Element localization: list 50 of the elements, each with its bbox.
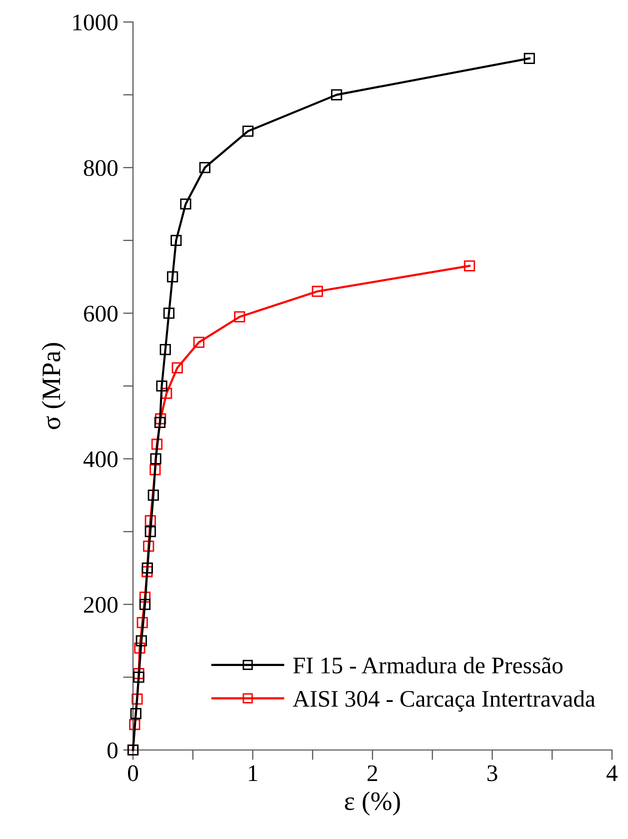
point bbox=[143, 540, 154, 552]
x-axis-title: ε (%) bbox=[344, 792, 400, 816]
y-tick-label: 800 bbox=[84, 160, 118, 176]
point bbox=[150, 464, 161, 476]
point bbox=[331, 89, 342, 100]
point bbox=[139, 598, 151, 610]
point bbox=[130, 708, 142, 720]
point bbox=[154, 413, 166, 424]
point bbox=[156, 380, 168, 392]
y-tick-label: 600 bbox=[84, 306, 118, 322]
point bbox=[136, 617, 148, 628]
point bbox=[142, 562, 153, 574]
point bbox=[193, 336, 204, 348]
y-tick-label: 200 bbox=[84, 596, 118, 613]
point bbox=[166, 271, 178, 282]
x-tick-label: 0 bbox=[128, 765, 138, 782]
x-tick-label: 4 bbox=[606, 765, 618, 781]
point bbox=[172, 362, 183, 374]
point bbox=[199, 162, 210, 174]
point bbox=[464, 260, 476, 272]
x-tick-label: 1 bbox=[248, 765, 258, 781]
y-tick-label: 0 bbox=[108, 742, 118, 758]
point bbox=[144, 515, 156, 526]
legend-label: FI 15 - Armadura de Pressão bbox=[293, 656, 563, 674]
y-tick-label: 1000 bbox=[73, 14, 118, 30]
x-tick-label: 2 bbox=[368, 765, 378, 781]
point bbox=[139, 592, 151, 603]
y-tick-label: 400 bbox=[83, 451, 118, 468]
point bbox=[180, 198, 192, 210]
point bbox=[136, 635, 147, 646]
point bbox=[163, 308, 174, 319]
y-axis-title: σ (MPa) bbox=[42, 343, 66, 430]
point bbox=[154, 416, 166, 428]
point bbox=[132, 693, 143, 705]
point bbox=[148, 490, 159, 501]
point bbox=[234, 311, 246, 322]
point bbox=[150, 453, 162, 464]
point bbox=[524, 52, 535, 64]
legend-label: AISI 304 - Carcaça Intertravada bbox=[292, 690, 596, 712]
point bbox=[134, 642, 146, 654]
point bbox=[242, 126, 254, 137]
point bbox=[144, 526, 156, 538]
point bbox=[142, 566, 153, 578]
x-tick-label: 3 bbox=[487, 765, 498, 782]
point bbox=[133, 672, 144, 683]
point bbox=[170, 234, 182, 246]
point bbox=[160, 344, 171, 356]
point bbox=[129, 718, 140, 730]
point bbox=[312, 286, 323, 297]
point bbox=[151, 438, 163, 450]
